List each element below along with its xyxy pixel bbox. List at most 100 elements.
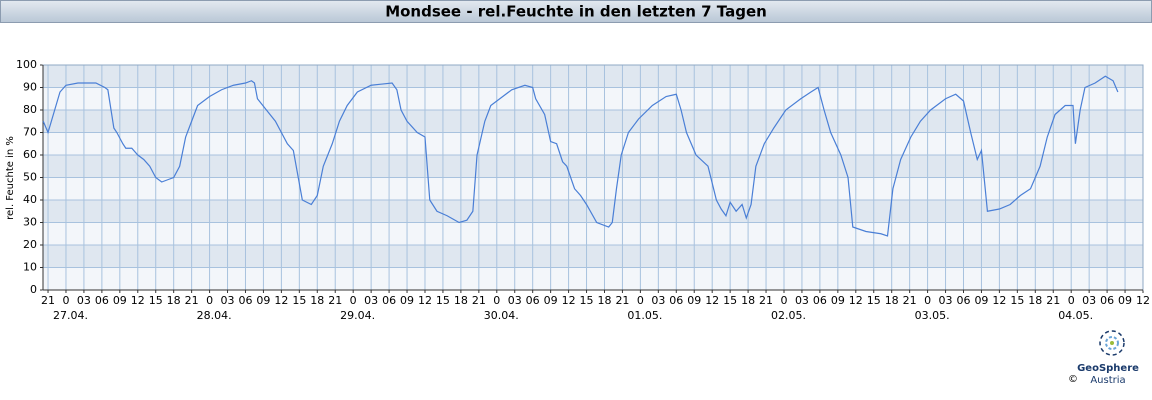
y-tick-label: 50 <box>23 171 37 184</box>
band <box>43 110 1143 133</box>
x-tick-label: 09 <box>687 294 701 307</box>
x-tick-label: 21 <box>185 294 199 307</box>
date-label: 28.04. <box>197 309 232 322</box>
band <box>43 177 1143 200</box>
x-tick-label: 21 <box>903 294 917 307</box>
x-tick-label: 15 <box>723 294 737 307</box>
date-label: 02.05. <box>771 309 806 322</box>
x-tick-label: 12 <box>992 294 1006 307</box>
x-tick-label: 06 <box>1100 294 1114 307</box>
logo-mark <box>1110 341 1114 345</box>
chart-title: Mondsee - rel.Feuchte in den letzten 7 T… <box>385 3 767 21</box>
x-tick-label: 18 <box>454 294 468 307</box>
y-tick-label: 30 <box>23 216 37 229</box>
x-tick-label: 0 <box>924 294 931 307</box>
logo-mark <box>1105 336 1119 350</box>
y-tick-label: 90 <box>23 81 37 94</box>
x-tick-label: 15 <box>436 294 450 307</box>
date-label: 29.04. <box>340 309 375 322</box>
x-tick-label: 03 <box>508 294 522 307</box>
band <box>43 200 1143 223</box>
y-tick-label: 40 <box>23 193 37 206</box>
x-tick-label: 21 <box>328 294 342 307</box>
date-label: 04.05. <box>1058 309 1093 322</box>
x-tick-label: 06 <box>382 294 396 307</box>
x-tick-label: 21 <box>1046 294 1060 307</box>
y-tick-label: 70 <box>23 126 37 139</box>
x-tick-label: 03 <box>1082 294 1096 307</box>
x-tick-label: 12 <box>274 294 288 307</box>
band <box>43 222 1143 245</box>
x-tick-label: 06 <box>956 294 970 307</box>
x-tick-label: 0 <box>637 294 644 307</box>
date-label: 03.05. <box>915 309 950 322</box>
x-tick-label: 09 <box>400 294 414 307</box>
x-tick-label: 09 <box>1118 294 1132 307</box>
x-tick-label: 18 <box>597 294 611 307</box>
band <box>43 87 1143 110</box>
x-tick-label: 15 <box>867 294 881 307</box>
y-tick-label: 80 <box>23 103 37 116</box>
x-tick-label: 18 <box>1028 294 1042 307</box>
x-tick-label: 12 <box>131 294 145 307</box>
logo: GeoSphere Austria © <box>1068 330 1139 386</box>
y-tick-label: 10 <box>23 261 37 274</box>
date-label: 27.04. <box>53 309 88 322</box>
x-tick-label: 03 <box>651 294 665 307</box>
x-tick-label: 18 <box>167 294 181 307</box>
x-tick-label: 09 <box>113 294 127 307</box>
x-tick-label: 12 <box>418 294 432 307</box>
x-tick-label: 03 <box>795 294 809 307</box>
x-tick-label: 15 <box>1010 294 1024 307</box>
y-tick-label: 100 <box>16 58 37 71</box>
x-tick-label: 06 <box>669 294 683 307</box>
x-tick-label: 12 <box>705 294 719 307</box>
y-axis-label: rel. Feuchte in % <box>5 136 16 220</box>
band <box>43 267 1143 290</box>
y-tick-label: 60 <box>23 148 37 161</box>
band <box>43 65 1143 88</box>
logo-sub: Austria <box>1090 375 1125 386</box>
x-tick-label: 12 <box>562 294 576 307</box>
x-tick-label: 18 <box>885 294 899 307</box>
y-tick-label: 20 <box>23 238 37 251</box>
x-tick-label: 03 <box>77 294 91 307</box>
x-tick-label: 15 <box>292 294 306 307</box>
date-label: 01.05. <box>627 309 662 322</box>
x-tick-label: 12 <box>849 294 863 307</box>
date-label: 30.04. <box>484 309 519 322</box>
x-tick-label: 21 <box>472 294 486 307</box>
x-tick-label: 0 <box>206 294 213 307</box>
x-tick-label: 03 <box>939 294 953 307</box>
x-tick-label: 06 <box>238 294 252 307</box>
x-tick-label: 15 <box>149 294 163 307</box>
x-tick-label: 0 <box>350 294 357 307</box>
x-tick-label: 0 <box>780 294 787 307</box>
x-tick-label: 18 <box>741 294 755 307</box>
x-tick-label: 0 <box>493 294 500 307</box>
x-tick-label: 0 <box>1068 294 1075 307</box>
data-line <box>42 75 1119 237</box>
y-tick-label: 0 <box>30 283 37 296</box>
copyright: © <box>1068 374 1078 385</box>
logo-mark <box>1099 330 1125 356</box>
x-tick-label: 03 <box>364 294 378 307</box>
x-tick-label: 06 <box>526 294 540 307</box>
band <box>43 155 1143 178</box>
x-tick-label: 09 <box>831 294 845 307</box>
x-tick-label: 15 <box>580 294 594 307</box>
logo-name: GeoSphere <box>1077 363 1139 374</box>
x-tick-label: 06 <box>95 294 109 307</box>
x-tick-label: 12 <box>1136 294 1150 307</box>
x-tick-label: 09 <box>544 294 558 307</box>
band <box>43 132 1143 155</box>
x-tick-label: 03 <box>221 294 235 307</box>
x-tick-label: 21 <box>615 294 629 307</box>
x-tick-label: 09 <box>256 294 270 307</box>
x-tick-label: 21 <box>759 294 773 307</box>
x-tick-label: 18 <box>310 294 324 307</box>
band <box>43 245 1143 268</box>
x-tick-label: 21 <box>41 294 55 307</box>
x-tick-label: 0 <box>62 294 69 307</box>
